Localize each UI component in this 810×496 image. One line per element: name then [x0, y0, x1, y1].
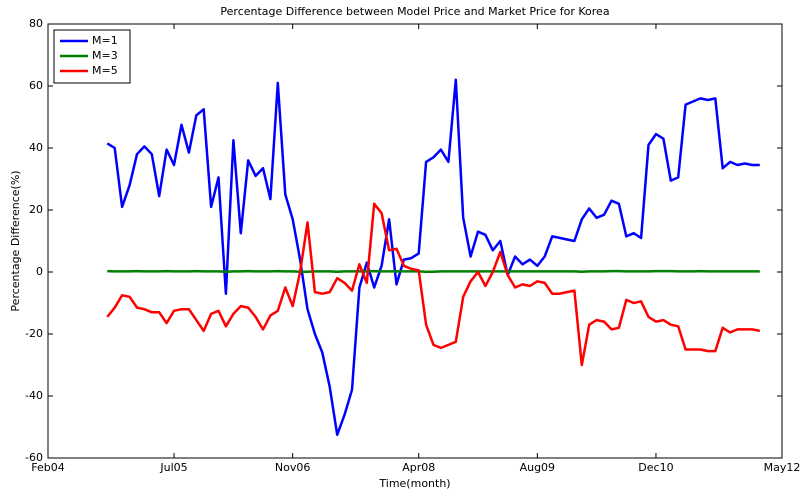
- y-tick-label: -40: [25, 389, 43, 402]
- plot-area: [47, 23, 783, 459]
- x-tick-label: May12: [764, 461, 801, 474]
- x-tick-label: Nov06: [275, 461, 310, 474]
- y-axis-label: Percentage Difference(%): [9, 170, 22, 311]
- x-tick-label: Apr08: [402, 461, 435, 474]
- series-line: [106, 78, 760, 437]
- y-tick-label: -60: [25, 451, 43, 464]
- legend-label: M=3: [92, 49, 118, 62]
- series-line: [106, 202, 761, 367]
- x-tick-label: Dec10: [638, 461, 673, 474]
- series-line: [107, 269, 760, 273]
- x-axis-label: Time(month): [378, 477, 450, 490]
- y-tick-label: 80: [29, 17, 43, 30]
- x-tick-label: Feb04: [31, 461, 64, 474]
- x-tick-label: Jul05: [159, 461, 187, 474]
- y-tick-label: -20: [25, 327, 43, 340]
- legend-box: [53, 29, 131, 84]
- x-tick-label: Aug09: [520, 461, 555, 474]
- legend-label: M=1: [92, 34, 118, 47]
- legend-label: M=5: [92, 64, 118, 77]
- chart-title: Percentage Difference between Model Pric…: [220, 5, 609, 18]
- legend: M=1 M=3 M=5: [53, 29, 131, 84]
- y-tick-label: 60: [29, 79, 43, 92]
- y-tick-label: 0: [36, 265, 43, 278]
- y-tick-label: 40: [29, 141, 43, 154]
- y-tick-label: 20: [29, 203, 43, 216]
